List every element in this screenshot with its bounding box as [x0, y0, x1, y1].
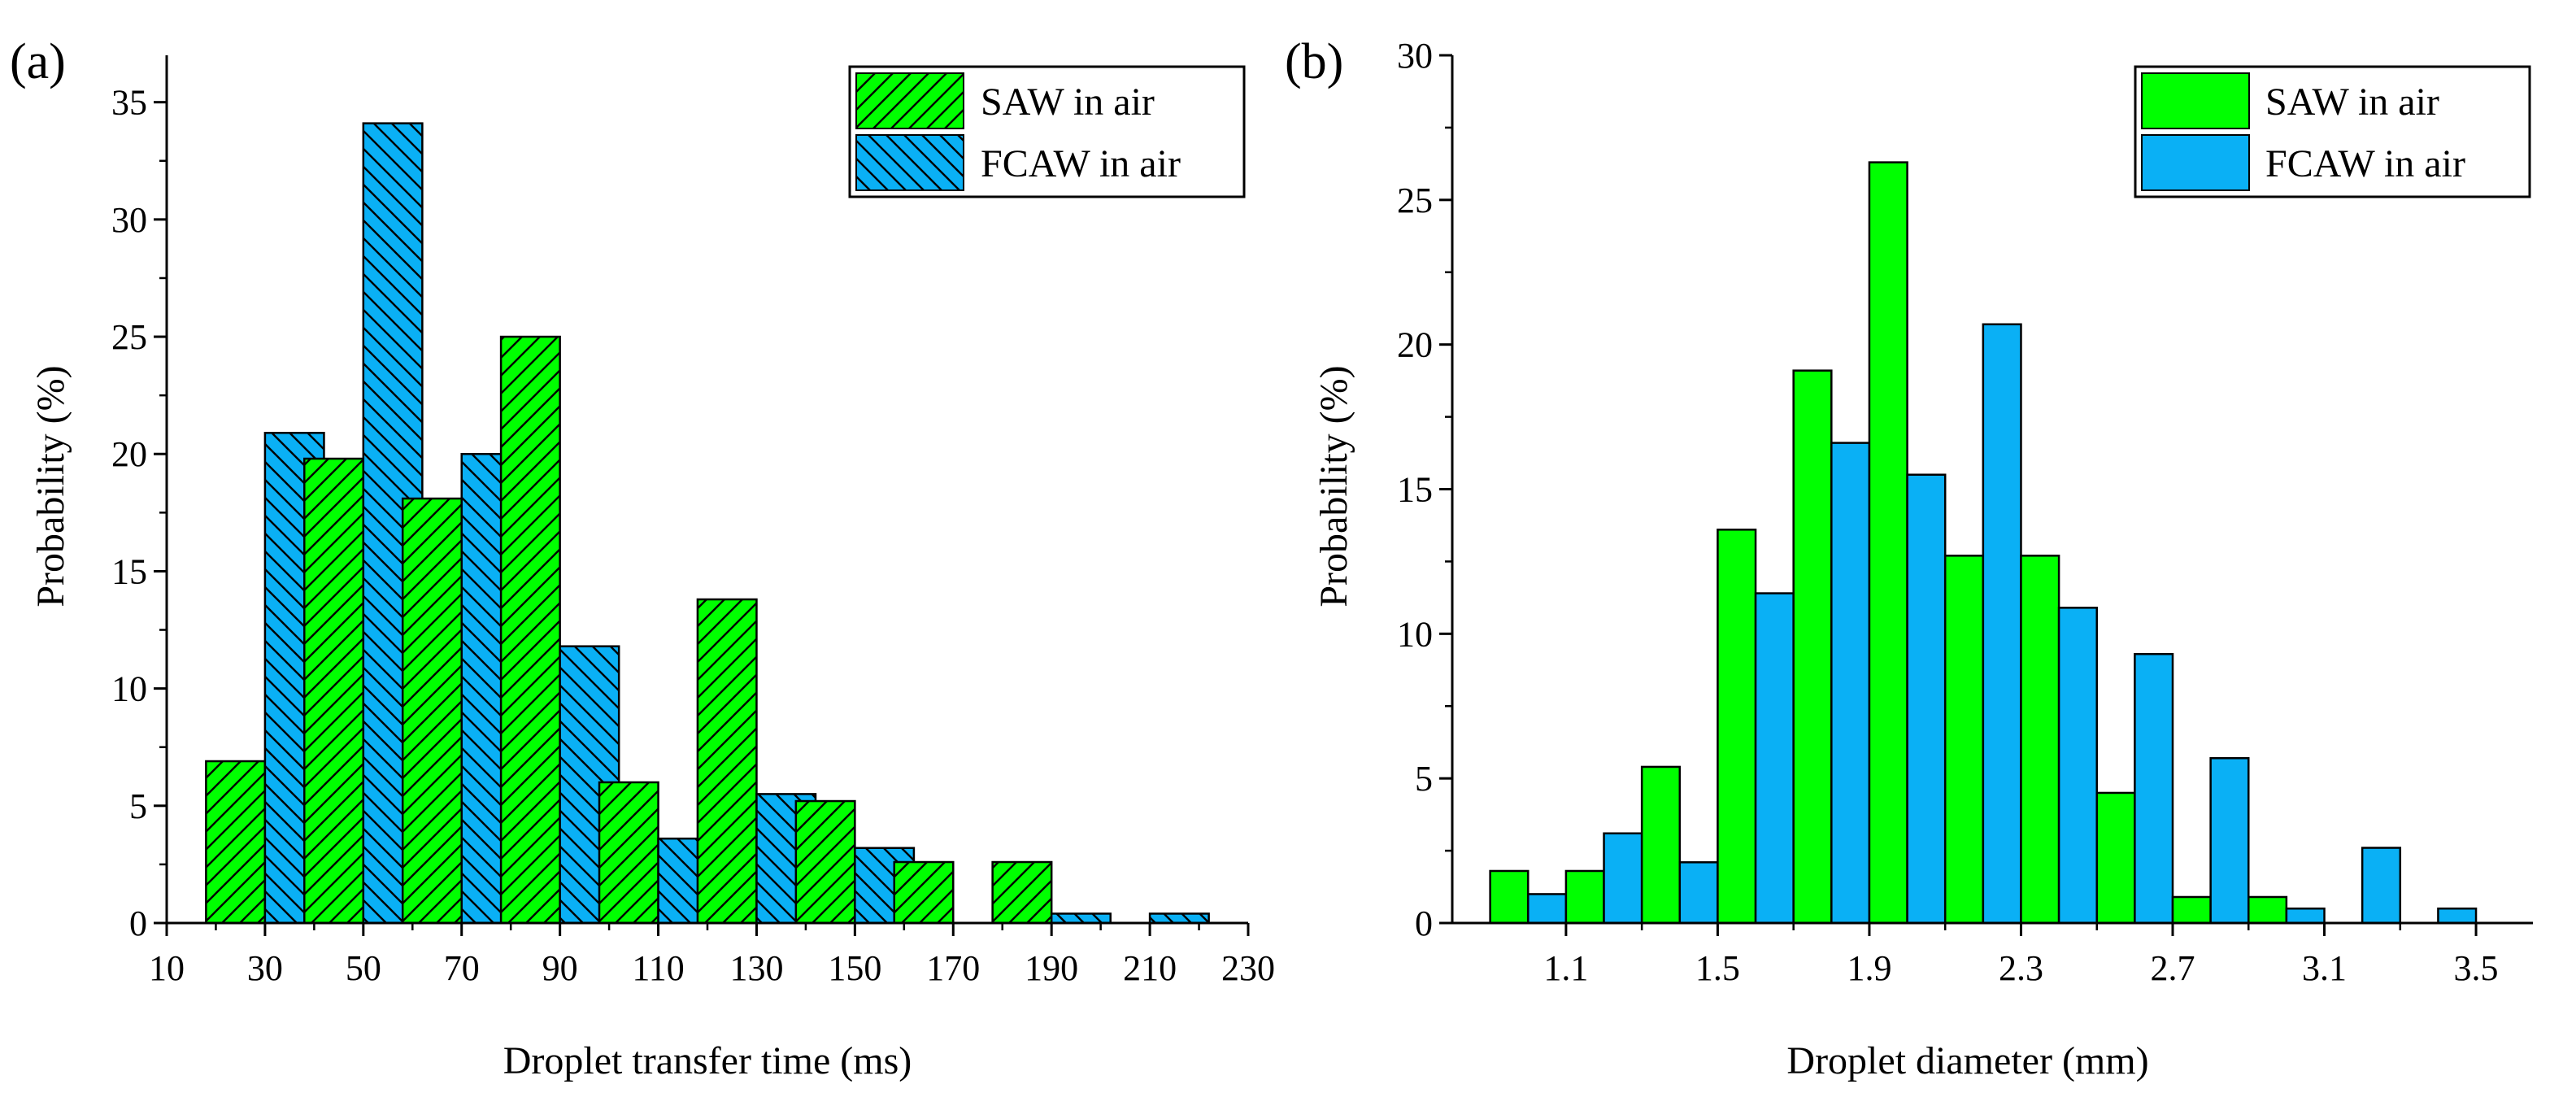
- y-axis-label-a: Probability (%): [29, 365, 72, 607]
- bar-b-fcaw-12: [2437, 907, 2478, 925]
- y-tick-label-b-4: 20: [1397, 325, 1433, 365]
- x-tick-label-a-6: 130: [729, 948, 783, 988]
- legend-swatch-saw-a: [855, 72, 964, 129]
- y-tick-label-a-2: 10: [111, 669, 147, 709]
- bar-b-fcaw-4: [1830, 442, 1871, 925]
- bar-b-saw-7: [2020, 555, 2060, 925]
- y-tick-label-a-0: 0: [129, 904, 147, 943]
- legend-b: SAW in air FCAW in air: [2134, 65, 2531, 198]
- x-tick-label-a-4: 90: [542, 948, 578, 988]
- bar-b-fcaw-2: [1678, 861, 1719, 925]
- legend-label-fcaw-b: FCAW in air: [2265, 142, 2465, 185]
- bars-b: [1489, 161, 2478, 925]
- bar-a-saw-4: [598, 781, 659, 925]
- bar-b-saw-0: [1489, 869, 1530, 925]
- legend-a: SAW in air FCAW in air: [848, 65, 1246, 198]
- y-tick-label-b-2: 10: [1397, 614, 1433, 654]
- bar-a-saw-0: [205, 760, 267, 925]
- x-tick-label-b-6: 3.5: [2454, 948, 2499, 988]
- x-tick-label-b-5: 3.1: [2302, 948, 2347, 988]
- y-tick-label-b-3: 15: [1397, 470, 1433, 510]
- ticks-a: 10 30 50 70 90 110 130 150 170 190 210 230 0 5 10 15 20 2…: [111, 83, 1275, 988]
- bar-a-saw-7: [893, 860, 955, 925]
- bar-b-saw-5: [1868, 161, 1908, 925]
- x-tick-label-a-10: 210: [1123, 948, 1177, 988]
- x-tick-label-a-0: 10: [149, 948, 185, 988]
- bar-b-saw-6: [1943, 555, 1985, 925]
- y-tick-label-b-1: 5: [1415, 759, 1433, 799]
- x-tick-label-a-1: 30: [247, 948, 283, 988]
- bar-b-saw-3: [1717, 529, 1757, 925]
- x-tick-label-a-8: 170: [926, 948, 980, 988]
- x-tick-label-b-1: 1.5: [1695, 948, 1740, 988]
- bar-b-fcaw-5: [1906, 473, 1947, 925]
- y-tick-label-b-0: 0: [1415, 904, 1433, 943]
- bar-a-saw-1: [303, 457, 365, 925]
- ticks-b: 1.1 1.5 1.9 2.3 2.7 3.1 3.5 0 5 10 15 20 25 30: [1397, 36, 2499, 988]
- legend-swatch-fcaw-a: [855, 134, 964, 191]
- y-tick-label-b-5: 25: [1397, 181, 1433, 220]
- bar-b-fcaw-3: [1754, 592, 1795, 925]
- panel-a: (a) 10 30 50 70 90 110 130 150 170 190 210 23005101…: [10, 34, 1275, 1082]
- bar-a-saw-8: [991, 860, 1053, 925]
- bar-a-saw-2: [401, 497, 463, 925]
- panel-b: (b) 1.1 1.5 1.9 2.3 2.7 3.1 3.5 0 5 10 15 20 25 30 Dr…: [1285, 34, 2533, 1082]
- x-tick-label-a-5: 110: [632, 948, 684, 988]
- x-tick-label-a-11: 230: [1221, 948, 1275, 988]
- y-tick-label-a-6: 30: [111, 200, 147, 240]
- x-tick-label-b-3: 2.3: [1999, 948, 2043, 988]
- bar-b-fcaw-11: [2361, 847, 2402, 925]
- x-tick-label-a-9: 190: [1025, 948, 1078, 988]
- bar-b-saw-8: [2095, 791, 2136, 925]
- y-axis-label-b: Probability (%): [1312, 365, 1355, 607]
- y-tick-label-a-7: 35: [111, 83, 147, 123]
- panel-label-a: (a): [10, 34, 66, 89]
- bar-b-fcaw-6: [1982, 323, 2022, 925]
- bar-a-saw-6: [794, 799, 856, 925]
- x-tick-label-a-7: 150: [828, 948, 881, 988]
- x-tick-label-b-2: 1.9: [1847, 948, 1891, 988]
- bar-b-saw-2: [1640, 765, 1682, 925]
- bar-b-fcaw-7: [2057, 607, 2098, 925]
- bar-a-saw-5: [696, 598, 758, 925]
- bar-a-saw-3: [499, 335, 561, 925]
- bar-b-fcaw-1: [1603, 832, 1643, 925]
- legend-swatch-fcaw-b: [2141, 134, 2250, 191]
- bar-a-fcaw-9: [1148, 912, 1210, 925]
- panel-label-b: (b): [1285, 34, 1343, 89]
- bar-b-fcaw-8: [2134, 652, 2174, 925]
- legend-swatch-saw-b: [2141, 72, 2250, 129]
- bar-b-saw-4: [1792, 369, 1833, 925]
- bar-a-fcaw-8: [1050, 912, 1112, 925]
- y-tick-label-a-3: 15: [111, 551, 147, 591]
- x-axis-label-a: Droplet transfer time (ms): [503, 1039, 912, 1082]
- y-tick-label-a-1: 5: [129, 786, 147, 826]
- legend-label-fcaw-a: FCAW in air: [981, 142, 1181, 185]
- legend-label-saw-b: SAW in air: [2265, 81, 2439, 124]
- bar-b-fcaw-9: [2209, 757, 2250, 925]
- bar-b-fcaw-10: [2285, 907, 2326, 925]
- y-tick-label-a-4: 20: [111, 434, 147, 474]
- bar-b-saw-1: [1564, 869, 1605, 925]
- legend-label-saw-a: SAW in air: [981, 81, 1155, 124]
- bar-b-fcaw-0: [1527, 893, 1568, 925]
- y-tick-label-b-6: 30: [1397, 36, 1433, 76]
- y-tick-label-a-5: 25: [111, 317, 147, 357]
- bar-b-saw-10: [2247, 895, 2288, 925]
- x-tick-label-b-4: 2.7: [2151, 948, 2195, 988]
- x-tick-label-b-0: 1.1: [1543, 948, 1588, 988]
- bars-a: [205, 122, 1210, 925]
- bar-b-saw-9: [2171, 895, 2212, 925]
- x-axis-label-b: Droplet diameter (mm): [1786, 1039, 2148, 1082]
- x-tick-label-a-3: 70: [444, 948, 480, 988]
- x-tick-label-a-2: 50: [346, 948, 381, 988]
